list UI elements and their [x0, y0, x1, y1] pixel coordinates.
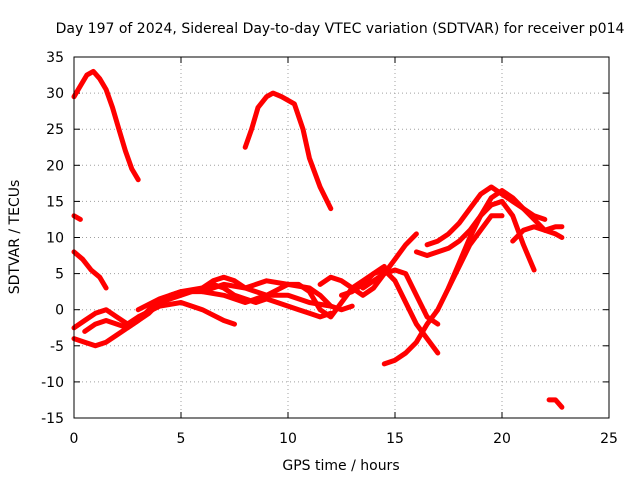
- y-tick-label: -15: [41, 411, 64, 427]
- y-tick-label: 0: [55, 303, 64, 319]
- x-axis-label: GPS time / hours: [282, 458, 399, 474]
- x-tick-label: 20: [493, 431, 511, 447]
- series-arc-9: [199, 263, 387, 320]
- series-arc-17: [510, 224, 565, 244]
- series-layer: [71, 68, 565, 410]
- y-tick-label: 35: [46, 50, 64, 66]
- series-arc-18: [546, 397, 565, 410]
- x-tick-label: 10: [279, 431, 297, 447]
- y-tick-label: 5: [55, 267, 64, 283]
- y-tick-label: 20: [46, 158, 64, 174]
- x-tick-label: 25: [600, 431, 618, 447]
- y-tick-label: 25: [46, 122, 64, 138]
- series-arc-5: [71, 300, 237, 331]
- x-tick-label: 5: [177, 431, 186, 447]
- series-arc-3: [71, 249, 109, 291]
- grid: [74, 57, 609, 418]
- series-arc-13: [381, 213, 505, 367]
- series-arc-2: [71, 213, 83, 222]
- series-arc-12: [360, 267, 441, 327]
- series-arc-10: [317, 231, 419, 298]
- series-arc-1: [71, 68, 141, 183]
- y-tick-label: 15: [46, 194, 64, 210]
- y-axis-label: SDTVAR / TECUs: [7, 180, 23, 295]
- y-tick-label: -10: [41, 375, 64, 391]
- series-arc-8: [135, 281, 334, 320]
- x-tick-label: 0: [70, 431, 79, 447]
- y-tick-label: 30: [46, 86, 64, 102]
- y-tick-label: 10: [46, 231, 64, 247]
- plot-frame: [73, 56, 610, 419]
- chart-title: Day 197 of 2024, Sidereal Day-to-day VTE…: [56, 21, 625, 37]
- x-tick-label: 15: [386, 431, 404, 447]
- series-arc-4: [242, 90, 334, 212]
- tick-labels: -15 -10 -5 0 5 10 15 20 25 30 35 0 5 10 15 20 25: [41, 50, 618, 447]
- y-tick-label: -5: [50, 339, 64, 355]
